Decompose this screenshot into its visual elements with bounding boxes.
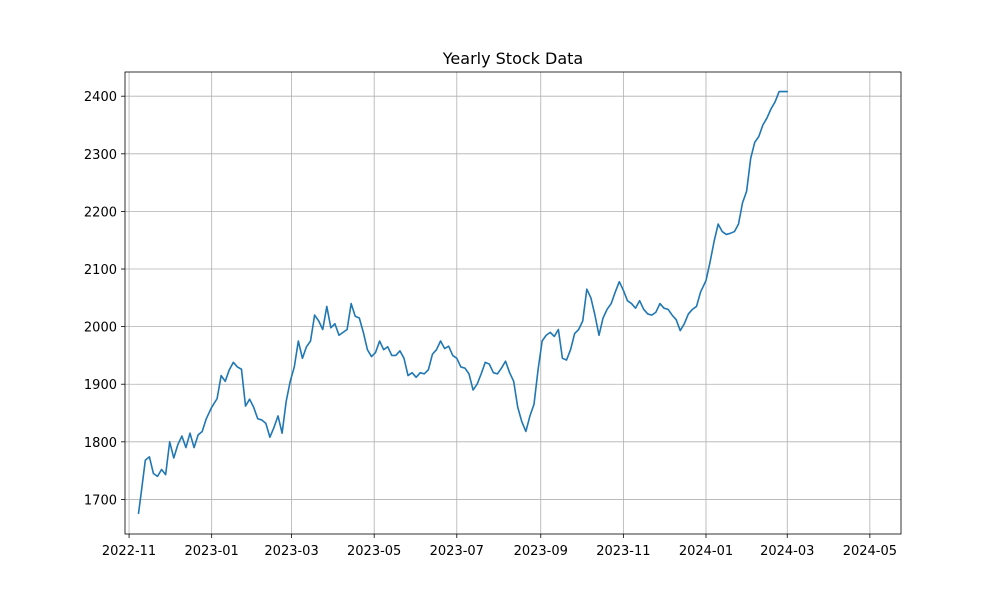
y-tick-label: 1800: [84, 436, 117, 451]
x-tick-label: 2024-01: [679, 544, 733, 559]
x-tick-label: 2023-01: [185, 544, 239, 559]
y-tick-label: 1700: [84, 493, 117, 508]
x-tick-label: 2023-05: [347, 544, 401, 559]
chart-title: Yearly Stock Data: [442, 49, 583, 68]
x-tick-label: 2024-05: [843, 544, 897, 559]
y-tick-label: 2300: [84, 148, 117, 163]
axes: 2022-11 2023-01 2023-03 2023-05 2023-07 2023-…: [84, 90, 897, 559]
x-tick-label: 2023-03: [264, 544, 318, 559]
x-tick-label: 2023-11: [596, 544, 650, 559]
x-tick-label: 2023-07: [430, 544, 484, 559]
y-tick-label: 2400: [84, 90, 117, 105]
plot-frame: [124, 71, 902, 535]
y-tick-label: 2000: [84, 321, 117, 336]
x-tick-label: 2023-09: [514, 544, 568, 559]
x-tick-label: 2022-11: [102, 544, 156, 559]
x-tick-label: 2024-03: [760, 544, 814, 559]
y-tick-label: 2100: [84, 263, 117, 278]
grid: [125, 72, 901, 534]
y-tick-label: 1900: [84, 378, 117, 393]
series-layer: [137, 90, 789, 515]
y-tick-label: 2200: [84, 205, 117, 220]
series-line-stock-price: [137, 90, 789, 515]
